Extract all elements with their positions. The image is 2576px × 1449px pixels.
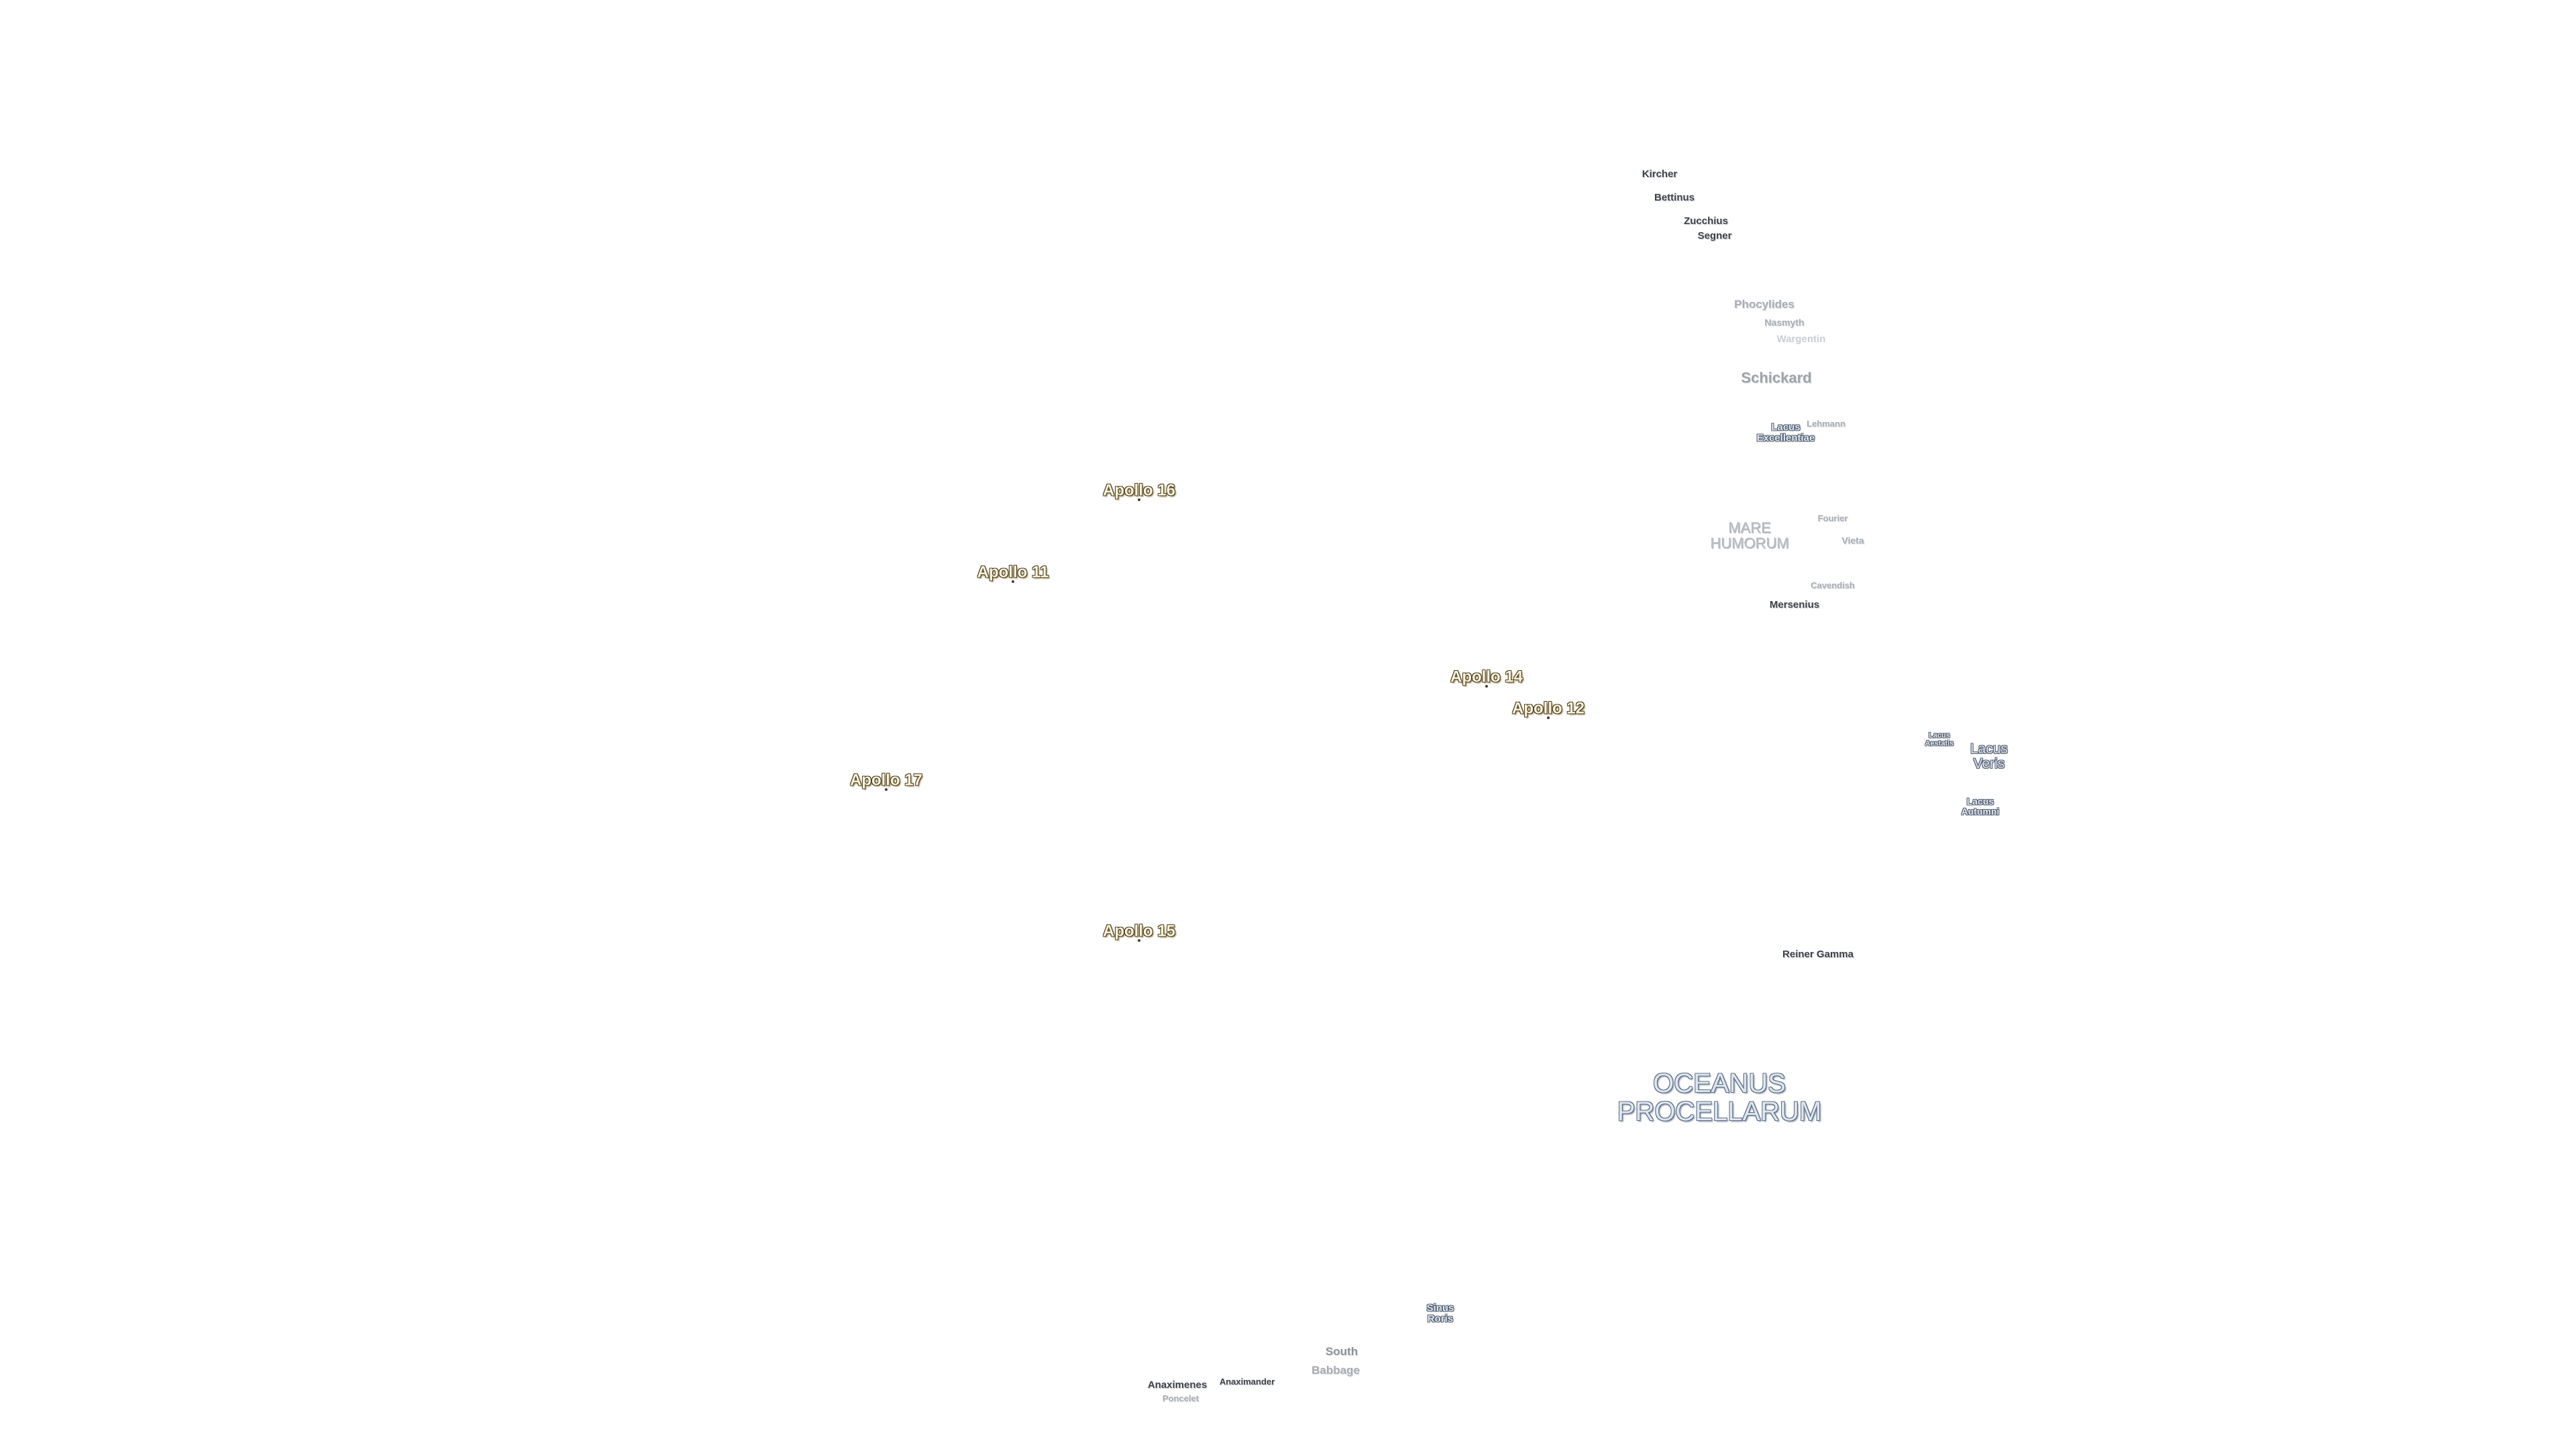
crater-label: Nasmyth — [1764, 317, 1805, 328]
crater-label: Kircher — [1642, 168, 1678, 180]
lacus-label: Lacus Excellentiae — [1756, 421, 1815, 443]
mare-label: MARE HUMORUM — [1710, 519, 1789, 551]
landing-site-label: Apollo 16 — [1102, 481, 1176, 500]
crater-label: Babbage — [1311, 1364, 1360, 1377]
crater-label: Phocylides — [1734, 298, 1794, 311]
crater-label: South — [1325, 1345, 1358, 1358]
crater-label: Poncelet — [1162, 1393, 1199, 1404]
lacus-label: Lacus Veris — [1970, 741, 2008, 771]
landing-site-marker — [1138, 498, 1140, 501]
landing-site-marker — [1012, 580, 1014, 583]
landing-site-label: Apollo 17 — [849, 771, 923, 790]
oceanus-label: OCEANUS PROCELLARUM — [1617, 1069, 1822, 1126]
crater-label: Anaximenes — [1147, 1379, 1208, 1391]
crater-label: Lehmann — [1807, 419, 1845, 429]
crater-label: Wargentin — [1776, 333, 1826, 345]
crater-label: Mersenius — [1769, 599, 1820, 611]
crater-label: Fourier — [1817, 513, 1848, 524]
sinus-label: Sinus Roris — [1426, 1302, 1454, 1324]
landing-site-label: Apollo 14 — [1450, 667, 1523, 686]
lacus-label: Lacus Autumni — [1961, 796, 2000, 816]
crater-label: Zucchius — [1684, 215, 1728, 227]
landing-site-marker — [885, 788, 888, 791]
crater-label: Vieta — [1841, 535, 1864, 546]
lacus-label: Lacus Aestatis — [1925, 731, 1954, 747]
landing-site-marker — [1138, 939, 1140, 942]
landing-site-marker — [1485, 685, 1488, 688]
crater-label: Cavendish — [1811, 580, 1855, 591]
landing-site-label: Apollo 12 — [1511, 699, 1585, 718]
crater-label: Segner — [1697, 230, 1732, 242]
landing-site-marker — [1547, 716, 1550, 719]
landing-site-label: Apollo 11 — [977, 563, 1049, 582]
crater-label: Bettinus — [1654, 192, 1695, 204]
landing-site-label: Apollo 15 — [1102, 922, 1176, 941]
crater-label: Schickard — [1741, 369, 1812, 386]
feature-label: Reiner Gamma — [1782, 949, 1854, 961]
crater-label: Anaximander — [1219, 1377, 1275, 1387]
